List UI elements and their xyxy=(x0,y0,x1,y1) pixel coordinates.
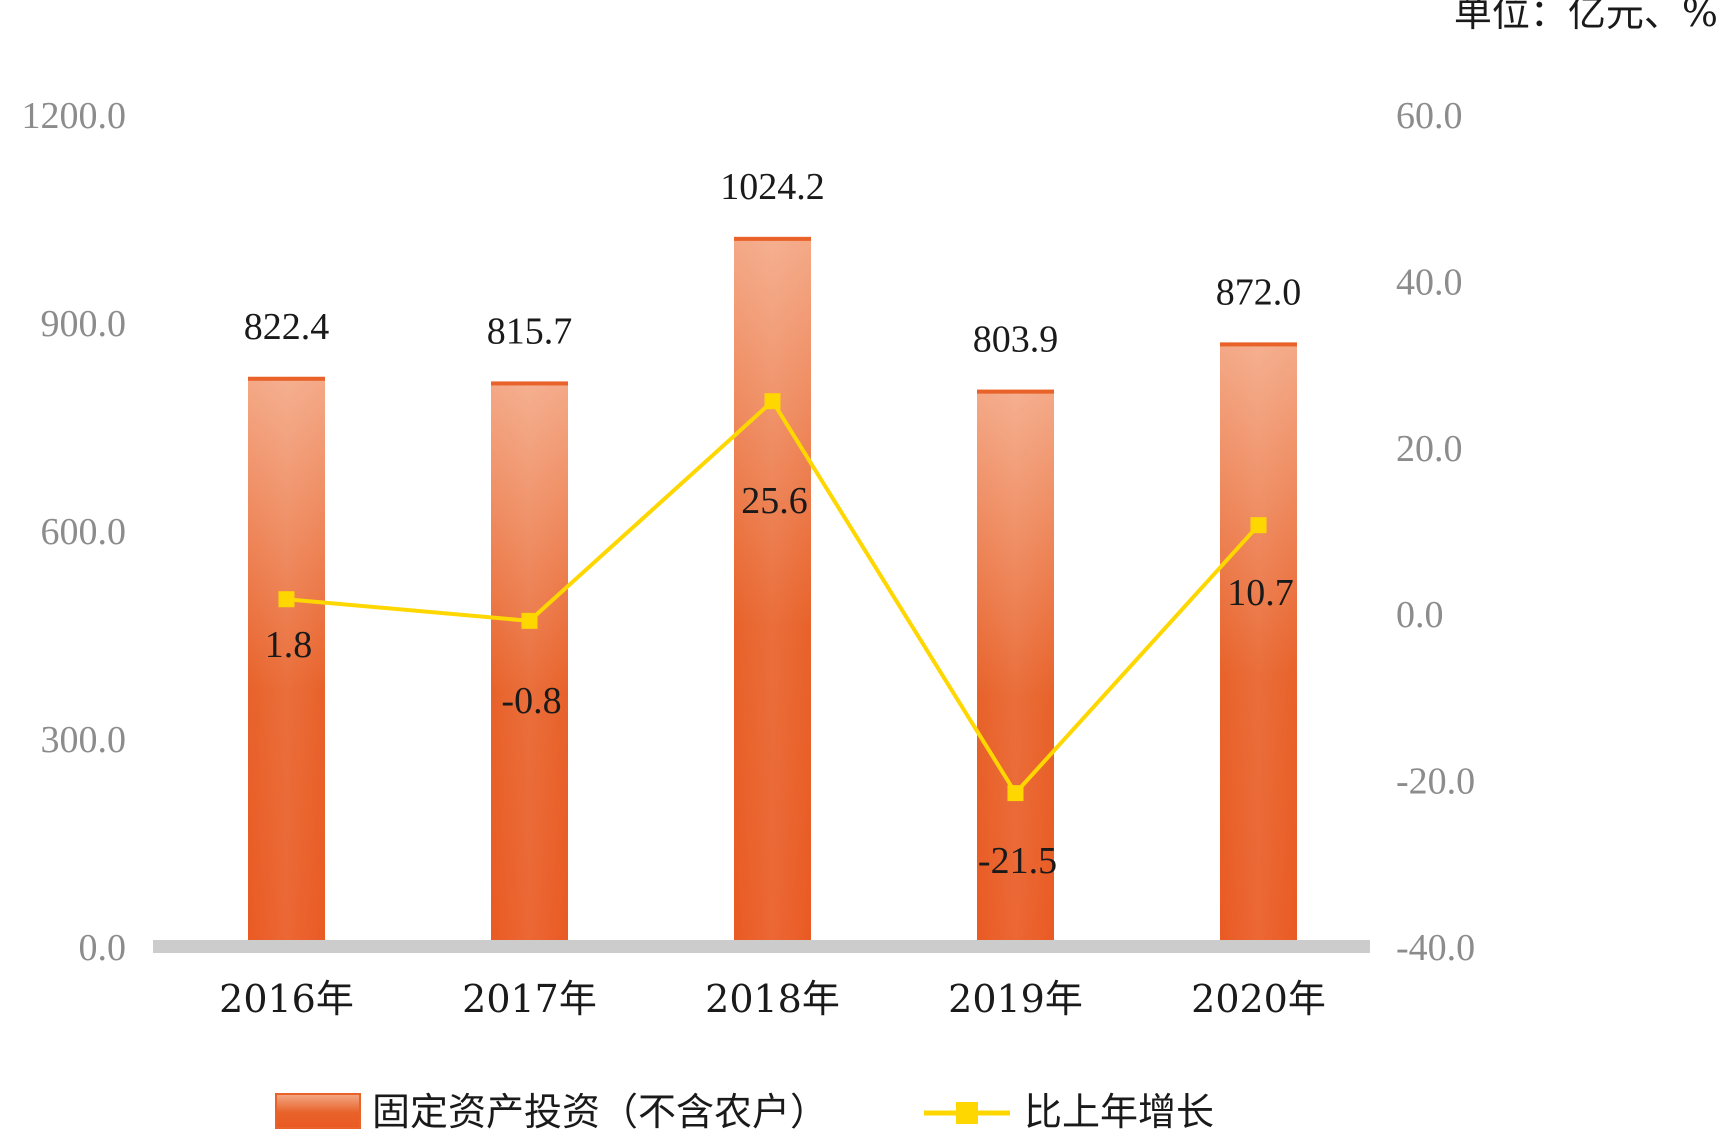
bar-top-edge xyxy=(734,236,811,241)
bar-shine xyxy=(248,376,325,947)
line-point xyxy=(1250,517,1267,534)
line-value-label: -21.5 xyxy=(978,840,1057,882)
left-axis-tick-label: 900.0 xyxy=(41,303,127,345)
line-value-label: -0.8 xyxy=(501,680,561,722)
bar-series xyxy=(248,236,1297,947)
bar-value-labels: 822.4 815.7 1024.2 803.9 872.0 xyxy=(244,166,1302,361)
x-axis-category-label: 2019年 xyxy=(948,977,1083,1021)
left-axis-tick-label: 600.0 xyxy=(41,511,127,553)
right-axis-tick-label: 0.0 xyxy=(1396,594,1444,636)
line-series xyxy=(278,393,1267,802)
bar-top-edge xyxy=(977,389,1054,394)
bar-value-label: 822.4 xyxy=(244,306,330,348)
bar-value-label: 1024.2 xyxy=(720,166,825,208)
x-axis-category-label: 2017年 xyxy=(462,977,597,1021)
bar-top-edge xyxy=(1220,342,1297,347)
x-axis-baseline xyxy=(153,940,1370,953)
x-axis-category-label: 2016年 xyxy=(219,977,354,1021)
bar-value-label: 803.9 xyxy=(973,319,1059,361)
right-y-axis: -40.0 -20.0 0.0 20.0 40.0 60.0 xyxy=(1396,95,1475,969)
bar-value-label: 815.7 xyxy=(487,310,573,352)
x-axis-category-label: 2018年 xyxy=(705,977,840,1021)
right-axis-tick-label: -20.0 xyxy=(1396,761,1475,803)
unit-label: 单位：亿元、% xyxy=(1454,0,1718,35)
bar-shine xyxy=(977,389,1054,947)
x-axis-category-labels: 2016年 2017年 2018年 2019年 2020年 xyxy=(219,977,1326,1021)
bar-shine xyxy=(1220,342,1297,947)
legend-line-label: 比上年增长 xyxy=(1024,1090,1214,1134)
legend-bar-label: 固定资产投资（不含农户） xyxy=(372,1090,828,1134)
legend-bar-swatch xyxy=(275,1093,361,1129)
bar-top-edge xyxy=(248,376,325,381)
line-point xyxy=(764,393,781,410)
line-value-label: 1.8 xyxy=(265,624,313,666)
legend-item-bar: 固定资产投资（不含农户） xyxy=(275,1090,828,1134)
legend-item-line: 比上年增长 xyxy=(924,1090,1214,1134)
left-axis-tick-label: 0.0 xyxy=(79,927,127,969)
legend-line-marker xyxy=(956,1102,978,1124)
line-point xyxy=(521,612,538,629)
line-point xyxy=(278,591,295,608)
bar-shine xyxy=(734,236,811,947)
line-value-label: 10.7 xyxy=(1227,572,1294,614)
x-axis-category-label: 2020年 xyxy=(1191,977,1326,1021)
right-axis-tick-label: 40.0 xyxy=(1396,261,1463,303)
bar-shine xyxy=(491,381,568,947)
right-axis-tick-label: -40.0 xyxy=(1396,927,1475,969)
line-value-label: 25.6 xyxy=(741,480,808,522)
left-y-axis: 0.0 300.0 600.0 900.0 1200.0 xyxy=(22,95,127,969)
bar-top-edge xyxy=(491,381,568,386)
left-axis-tick-label: 1200.0 xyxy=(22,95,127,137)
left-axis-tick-label: 300.0 xyxy=(41,719,127,761)
line-value-labels: 1.8 -0.8 25.6 -21.5 10.7 xyxy=(265,480,1294,882)
right-axis-tick-label: 20.0 xyxy=(1396,428,1463,470)
line-point xyxy=(1007,785,1024,802)
right-axis-tick-label: 60.0 xyxy=(1396,95,1463,137)
bar-value-label: 872.0 xyxy=(1216,271,1302,313)
legend: 固定资产投资（不含农户） 比上年增长 xyxy=(275,1090,1214,1134)
